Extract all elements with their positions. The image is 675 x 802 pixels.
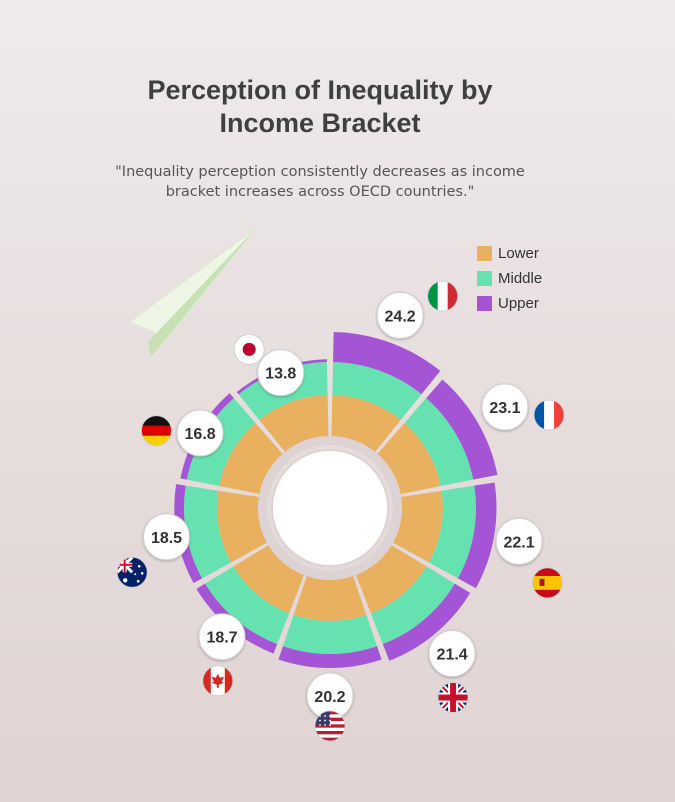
lower-segment [233,545,304,614]
middle-segment [282,614,378,654]
canada-flag-icon [202,665,234,697]
value-label-text: 18.7 [206,630,237,647]
legend-swatch [477,296,492,311]
upper-segment [174,484,203,584]
value-label: 23.1 [481,383,529,431]
legend-swatch [477,271,492,286]
legend-label: Middle [498,270,542,287]
lower-segment [377,422,441,495]
upper-segment [180,393,234,480]
legend-label: Lower [498,245,539,262]
value-label-text: 23.1 [489,400,520,417]
middle-segment [183,485,231,579]
inner-gap-ring [257,435,403,581]
chart-subtitle-line-1: "Inequality perception consistently decr… [115,164,525,180]
value-label-text: 16.8 [185,426,216,443]
value-label: 20.2 [306,672,354,720]
center-hole [271,449,389,567]
upper-segment [196,583,278,654]
chart-title-line-2: Income Bracket [219,108,421,138]
middle-segment [205,566,290,645]
flag-icons [116,280,565,742]
value-label: 24.2 [376,291,424,339]
spain-flag-icon [532,567,563,599]
chart-subtitle: "Inequality perception consistently decr… [0,162,640,202]
legend-item: Lower [477,245,539,262]
japan-flag-icon [233,334,265,365]
legend-swatch [477,246,492,261]
chart-title-line-1: Perception of Inequality by [147,75,493,105]
lower-segment [219,422,283,495]
paper-plane-icon [129,227,257,357]
value-label-text: 18.5 [151,530,182,547]
value-label: 21.4 [428,630,476,678]
legend-item: Middle [477,270,542,287]
value-label-text: 13.8 [265,366,296,383]
italy-flag-icon [427,280,459,312]
middle-segment [370,566,455,645]
value-labels: 24.2 23.1 22.1 21.4 20.2 18.7 18.5 16.8 13.8 [143,291,543,720]
upper-segment [278,646,382,669]
value-label-text: 22.1 [504,534,535,551]
usa-flag-icon [314,710,346,742]
chart-subtitle-line-2: bracket increases across OECD countries.… [165,184,475,200]
upper-segment [457,482,497,589]
australia-flag-icon [116,556,148,588]
lower-segment [331,395,401,452]
ring-segments [174,332,498,669]
lower-segment [259,395,329,452]
value-label: 22.1 [495,517,543,565]
middle-segment [404,398,474,487]
legend: Lower Middle Upper [477,245,542,312]
value-label: 16.8 [176,409,224,457]
value-label: 18.5 [143,513,191,561]
legend-item: Upper [477,295,539,312]
upper-segment [333,332,441,395]
lower-segment [356,545,427,614]
value-label-text: 24.2 [385,308,416,325]
middle-segment [429,485,476,579]
lower-segment [217,490,267,563]
chart-title: Perception of Inequality by Income Brack… [0,74,640,140]
middle-segment [332,362,422,420]
value-label-text: 21.4 [437,647,468,664]
legend-label: Upper [498,295,539,312]
uk-flag-icon [437,682,469,713]
lower-segment [393,490,443,563]
value-label: 18.7 [198,613,246,661]
germany-flag-icon [141,415,172,447]
upper-segment [382,583,471,661]
upper-segment [426,379,498,480]
france-flag-icon [533,399,565,431]
value-label-text: 20.2 [314,689,345,706]
value-label: 13.8 [257,349,305,397]
lower-segment [293,576,367,621]
